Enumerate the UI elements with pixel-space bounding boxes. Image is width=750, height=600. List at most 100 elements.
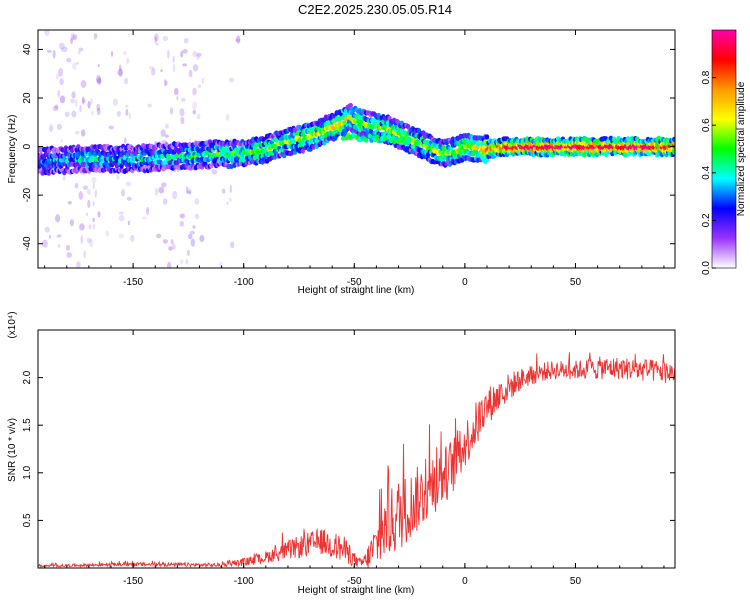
noise-speck (95, 33, 98, 39)
noise-speck (87, 199, 91, 208)
noise-speck (57, 244, 61, 248)
ridge-cell (672, 136, 675, 142)
y-axis-label: Frequency (Hz) (7, 115, 18, 184)
noise-speck (89, 238, 94, 248)
noise-speck (126, 196, 132, 201)
ridge-cell (672, 147, 675, 154)
noise-speck (86, 237, 92, 243)
noise-speck (162, 198, 168, 205)
noise-speck (96, 75, 101, 84)
noise-speck (83, 250, 86, 259)
noise-speck (56, 123, 63, 131)
ridge-cell (348, 102, 353, 109)
noise-speck (70, 37, 73, 45)
noise-speck (82, 98, 86, 104)
noise-speck (78, 191, 84, 200)
noise-speck (201, 77, 204, 84)
noise-speck (81, 96, 85, 105)
noise-speck (55, 73, 60, 80)
noise-speck (66, 57, 72, 63)
noise-speck (110, 50, 114, 57)
noise-speck (196, 55, 200, 60)
noise-speck (183, 38, 189, 44)
noise-speck (221, 188, 226, 194)
noise-speck (56, 234, 61, 238)
noise-speck (179, 213, 185, 219)
noise-speck (190, 238, 196, 247)
noise-speck (164, 79, 167, 87)
noise-speck (192, 87, 197, 96)
x-tick-label: -100 (234, 277, 254, 288)
noise-speck (97, 78, 102, 85)
noise-speck (174, 88, 179, 96)
snr-line (38, 352, 675, 568)
noise-speck (156, 233, 162, 239)
noise-speck (60, 139, 63, 143)
noise-speck (142, 216, 147, 220)
noise-speck (192, 225, 196, 229)
y-tick-label: 2.0 (22, 370, 33, 384)
noise-speck (180, 51, 184, 58)
colorbar-tick-label: 0.0 (701, 261, 712, 275)
noise-speck (158, 186, 165, 194)
noise-speck (81, 129, 86, 137)
noise-speck (92, 182, 95, 190)
noise-speck (86, 189, 91, 195)
noise-speck (188, 188, 192, 195)
noise-speck (72, 62, 77, 70)
noise-speck (94, 189, 98, 198)
x-axis-label: Height of straight line (km) (298, 285, 415, 296)
noise-speck (226, 201, 229, 205)
ridge-cell (374, 134, 379, 140)
noise-speck (97, 63, 100, 68)
noise-speck (59, 95, 66, 104)
noise-speck (236, 35, 241, 44)
noise-speck (128, 112, 131, 120)
noise-speck (147, 103, 152, 108)
noise-speck (48, 235, 52, 239)
noise-speck (79, 223, 85, 231)
noise-speck (77, 50, 81, 55)
noise-speck (87, 100, 91, 109)
noise-speck (69, 219, 74, 227)
ridge-cell (341, 136, 346, 141)
noise-speck (70, 98, 75, 104)
noise-speck (124, 104, 129, 108)
noise-speck (52, 49, 56, 59)
noise-speck (79, 104, 82, 113)
noise-speck (90, 98, 93, 105)
noise-speck (67, 201, 72, 205)
noise-speck (148, 65, 154, 70)
ridge-cell (394, 135, 399, 141)
noise-speck (41, 239, 48, 248)
y-tick-label: 1.5 (22, 418, 33, 432)
noise-speck (92, 217, 95, 223)
noise-speck (196, 113, 201, 120)
y-axis-label: SNR (10 * v/v) (7, 418, 18, 482)
chart-title: C2E2.2025.230.05.05.R14 (298, 2, 452, 17)
noise-speck (88, 224, 92, 230)
noise-speck (154, 36, 157, 44)
x-axis-label: Height of straight line (km) (298, 585, 415, 596)
noise-speck (230, 241, 235, 249)
noise-speck (96, 107, 101, 116)
noise-speck (168, 246, 173, 251)
noise-speck (172, 190, 178, 200)
noise-speck (85, 212, 89, 217)
noise-speck (167, 261, 172, 268)
noise-speck (169, 171, 172, 175)
plot-frame (37, 329, 676, 569)
noise-speck (91, 177, 97, 184)
noise-speck (80, 80, 87, 88)
noise-speck (172, 63, 176, 73)
ridge-cell (406, 139, 411, 145)
colorbar-tick-label: 0.6 (701, 118, 712, 132)
noise-speck (74, 182, 79, 189)
noise-speck (59, 78, 64, 85)
x-tick-label: -100 (234, 576, 254, 587)
noise-speck (125, 108, 129, 116)
ridge-cell (364, 138, 369, 143)
noise-speck (118, 68, 123, 77)
noise-speck (112, 98, 118, 106)
